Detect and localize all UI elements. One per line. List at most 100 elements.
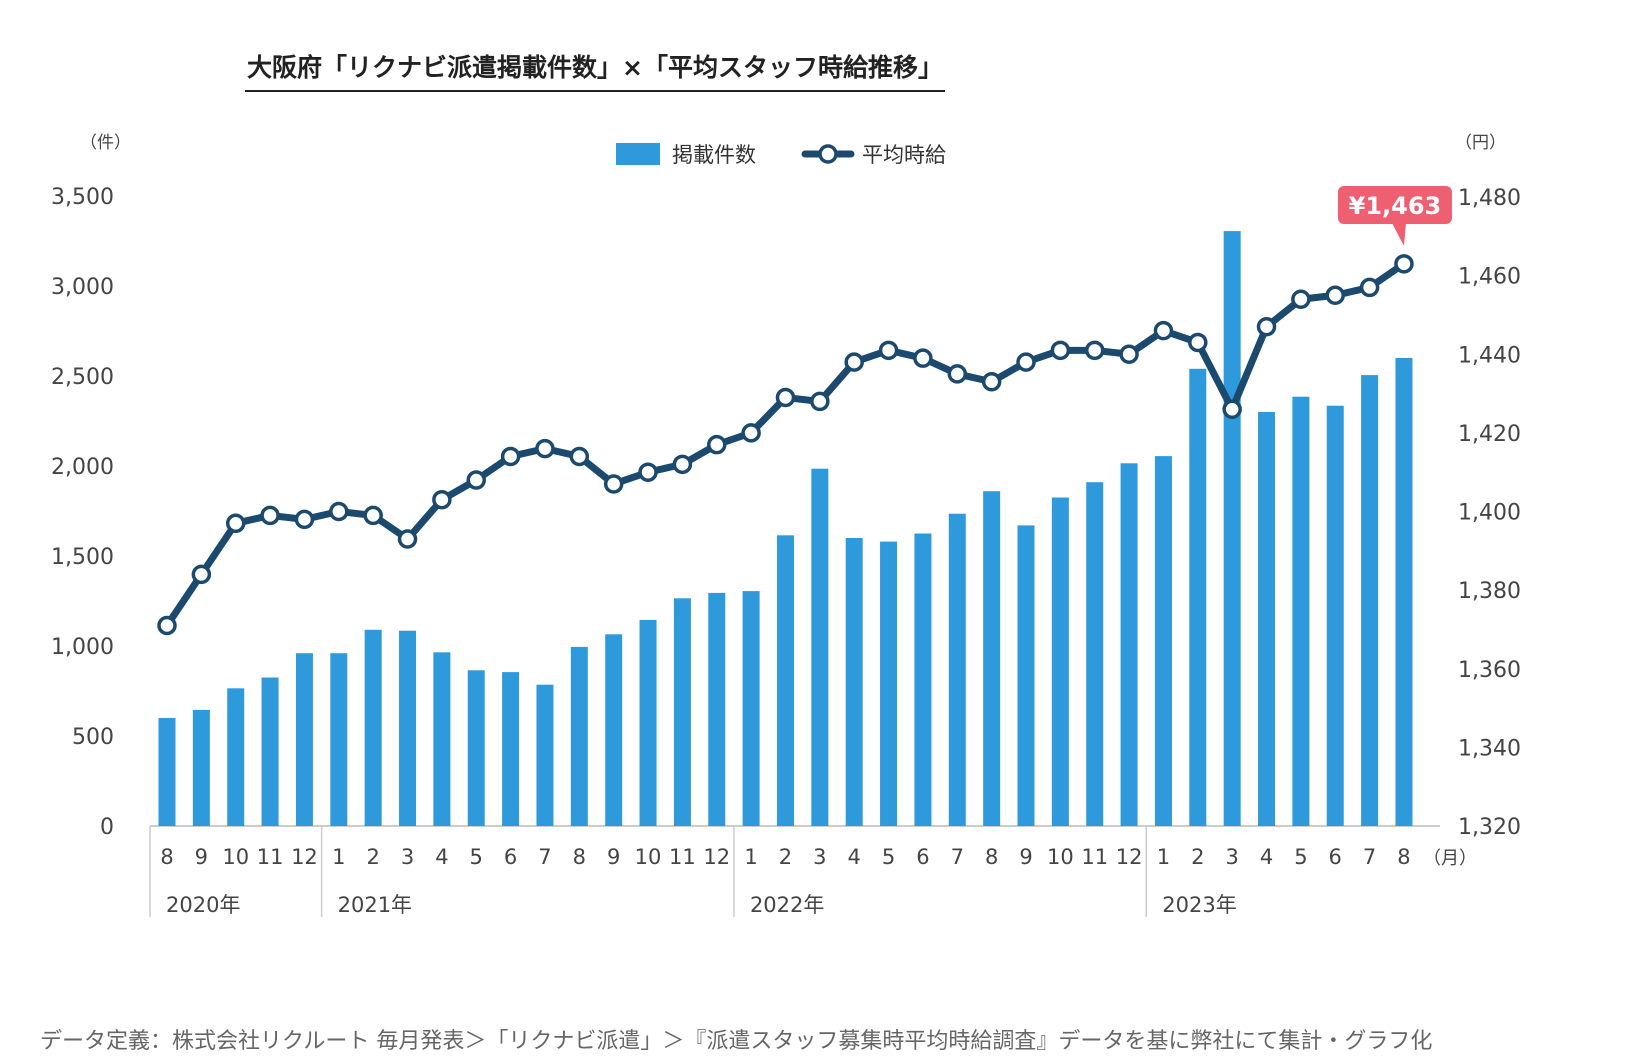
wage-point <box>1359 277 1380 298</box>
wage-point <box>981 372 1002 392</box>
right-tick-label: 1,440 <box>1458 343 1521 368</box>
wage-point <box>947 364 968 384</box>
left-tick-label: 1,000 <box>51 635 114 660</box>
left-tick-label: 3,000 <box>51 275 114 300</box>
month-label: 8 <box>160 845 173 869</box>
month-label: 7 <box>538 845 551 869</box>
legend-line-marker <box>818 144 838 164</box>
bar <box>845 538 863 826</box>
bar <box>433 652 451 826</box>
month-label: 11 <box>257 845 284 869</box>
wage-point <box>844 352 864 372</box>
wage-point <box>500 446 521 467</box>
bar <box>227 688 245 826</box>
callout-pointer <box>1391 223 1406 246</box>
month-label: 12 <box>291 845 318 869</box>
month-label: 8 <box>985 845 998 869</box>
x-axis-unit: （月） <box>1423 848 1477 869</box>
bar <box>330 653 348 826</box>
wage-point <box>1050 340 1071 361</box>
wage-point <box>913 348 933 368</box>
bar <box>708 592 726 826</box>
left-tick-label: 0 <box>100 815 114 840</box>
wage-point <box>1153 320 1174 341</box>
bar <box>1051 497 1069 826</box>
wage-point <box>535 438 555 459</box>
wage-point <box>225 513 246 534</box>
wage-point <box>775 387 796 408</box>
month-label: 10 <box>635 845 662 869</box>
right-tick-label: 1,380 <box>1458 579 1521 604</box>
bar <box>295 653 313 826</box>
wage-point <box>810 391 830 412</box>
wage-point <box>878 340 899 361</box>
bar <box>742 591 760 826</box>
bar-series <box>158 231 1413 827</box>
month-label: 8 <box>1397 845 1410 869</box>
month-label: 3 <box>401 845 414 869</box>
right-tick-label: 1,480 <box>1458 186 1521 211</box>
month-label: 2 <box>366 845 379 869</box>
callout: ¥1,463 <box>1337 186 1452 246</box>
year-label: 2020年 <box>166 893 240 917</box>
month-label: 1 <box>1157 845 1170 869</box>
bar <box>1223 231 1241 827</box>
bar <box>1361 375 1379 826</box>
month-label: 5 <box>882 845 895 869</box>
right-tick-label: 1,460 <box>1458 265 1521 290</box>
wage-point <box>1325 285 1345 306</box>
wage-point <box>466 470 486 490</box>
month-label: 12 <box>703 845 730 869</box>
bar <box>605 634 623 826</box>
month-label: 6 <box>916 845 929 869</box>
bar <box>192 709 210 826</box>
wage-point <box>363 505 383 526</box>
bar <box>1017 525 1035 826</box>
year-label: 2021年 <box>338 893 412 917</box>
axis-labels: 0 500 1,000 1,500 2,000 2,500 3,000 3,500 1,320 1… <box>51 133 1521 917</box>
wage-point <box>741 423 761 443</box>
month-label: 11 <box>669 845 696 869</box>
bar <box>983 491 1001 826</box>
left-tick-label: 500 <box>72 725 114 750</box>
month-label: 4 <box>848 845 861 869</box>
bar <box>673 598 691 826</box>
bar <box>399 630 417 826</box>
legend: 掲載件数 平均時給 <box>616 143 946 167</box>
wage-point <box>1084 340 1105 361</box>
legend-line-label: 平均時給 <box>862 143 946 167</box>
wage-point <box>707 434 727 455</box>
month-label: 4 <box>435 845 448 869</box>
month-label: 7 <box>1363 845 1376 869</box>
wage-point <box>569 446 590 467</box>
bar <box>1292 396 1310 826</box>
bar <box>467 670 485 826</box>
month-label: 5 <box>470 845 483 869</box>
month-label: 1 <box>744 845 757 869</box>
bar <box>1189 368 1207 826</box>
chart-title: 大阪府「リクナビ派遣掲載件数」×「平均スタッフ時給推移」 <box>0 48 1190 92</box>
month-label: 6 <box>1329 845 1342 869</box>
month-label: 8 <box>573 845 586 869</box>
bar <box>1395 358 1413 826</box>
left-tick-label: 3,500 <box>51 185 114 210</box>
wage-point <box>638 462 658 482</box>
wage-point <box>1256 316 1277 337</box>
callout-label: ¥1,463 <box>1349 192 1442 220</box>
bar <box>158 718 176 826</box>
month-label: 5 <box>1294 845 1307 869</box>
wage-point <box>329 501 349 522</box>
right-tick-label: 1,360 <box>1458 658 1521 683</box>
month-label: 3 <box>813 845 826 869</box>
month-label: 10 <box>1047 845 1074 869</box>
month-label: 7 <box>951 845 964 869</box>
bar <box>1086 482 1104 826</box>
wage-point <box>294 509 315 530</box>
bar <box>1154 456 1172 826</box>
right-tick-label: 1,340 <box>1458 736 1521 761</box>
source-note: データ定義：株式会社リクルート 毎月発表＞「リクナビ派遣」＞『派遣スタッフ募集時… <box>40 1029 1433 1054</box>
wage-point <box>191 564 212 585</box>
wage-point <box>1394 254 1414 274</box>
month-label: 1 <box>332 845 345 869</box>
